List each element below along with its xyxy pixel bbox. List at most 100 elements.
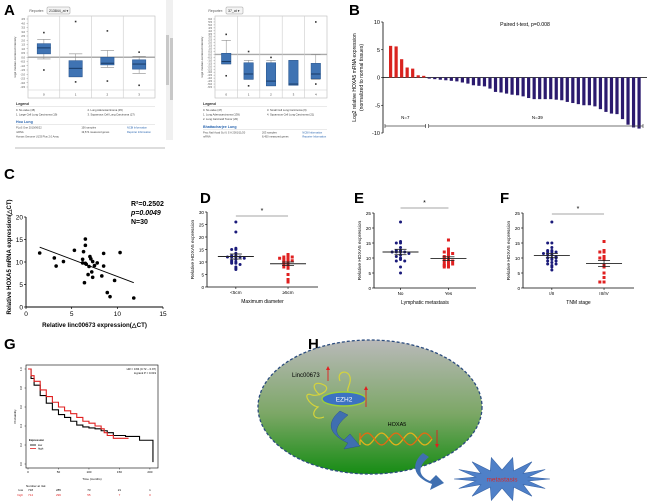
ezh2-label: EZH2	[336, 397, 353, 404]
y-tick-label: 5	[19, 282, 23, 289]
y-tick-label: 0.0	[21, 55, 25, 59]
x-tick-label: Yes	[445, 291, 453, 296]
chart-a1-oncomine-hou-lung: Reporter: 213844_at ▾4.54.03.53.02.52.01.…	[13, 0, 170, 149]
data-point	[550, 258, 554, 261]
x-tick-label: ≥5cm	[282, 290, 293, 295]
stats-annotation: N=30	[131, 219, 148, 226]
y-tick-label: 1.5	[21, 43, 25, 47]
bar-upregulated	[416, 75, 420, 78]
data-point	[550, 246, 554, 249]
y-tick-label: 10	[515, 256, 521, 261]
y-tick-label: -0.5	[21, 60, 26, 64]
x-tick-label: No	[398, 291, 404, 296]
box-iqr	[265, 62, 277, 87]
data-point	[234, 248, 238, 251]
data-point	[451, 262, 455, 266]
data-point	[230, 255, 234, 259]
box-iqr	[243, 62, 254, 80]
bar-downregulated	[455, 77, 459, 82]
reporter-select	[225, 6, 244, 15]
bar-downregulated	[549, 77, 553, 100]
x-tick-label: 10	[114, 311, 122, 318]
category-label: 0	[225, 93, 227, 97]
scatter-point	[92, 263, 97, 268]
panel-label-b: B	[349, 2, 360, 19]
y-tick-label: -1.5	[208, 61, 213, 65]
y-axis-label: Probability	[13, 409, 17, 424]
study-info-text: Human Genome U133 Plus 2.0 Array	[16, 134, 60, 138]
bar-downregulated	[532, 77, 536, 100]
box-outlier	[106, 80, 109, 82]
risk-value: 21	[118, 488, 122, 492]
box-outlier	[225, 33, 227, 36]
stats-annotation: R²=0.2502	[131, 201, 164, 208]
y-tick-label: 5	[517, 271, 520, 276]
bar-downregulated	[620, 77, 625, 120]
hoxa5-dna-strand	[359, 432, 433, 446]
y-tick-label: -5.0	[208, 82, 213, 86]
reporter-label: Reporter:	[29, 9, 44, 13]
y-tick-label: 0.8	[19, 386, 23, 390]
bar-upregulated	[394, 46, 398, 78]
y-axis-label: log2 median-centered intensity	[13, 36, 17, 77]
data-point	[598, 250, 602, 254]
hazard-ratio-annotation: HR = 0.84 (0.72 − 0.97)	[127, 367, 156, 371]
box-outlier	[138, 51, 140, 53]
study-info-text: 203 samples	[262, 130, 277, 134]
data-point	[602, 265, 606, 269]
legend-label: low	[38, 443, 43, 447]
y-tick-label: 3.5	[208, 32, 212, 36]
legend-item: 2. Lung Carcinoid Tumor (20)	[203, 117, 238, 121]
scatter-point	[112, 278, 117, 283]
y-tick-label: 15	[199, 247, 205, 252]
bar-downregulated	[466, 77, 470, 84]
data-point	[451, 259, 455, 263]
x-axis-label: TNM stage	[566, 300, 591, 306]
study-info-text: 8,450 measured genes	[262, 135, 289, 139]
data-point	[399, 265, 403, 269]
n-down-label: N=39	[532, 115, 543, 120]
data-point	[451, 252, 455, 255]
data-point	[550, 220, 554, 224]
y-tick-label: 5	[368, 271, 371, 276]
bar-upregulated	[400, 59, 404, 78]
hoxa5-label: HOXA5	[388, 422, 407, 428]
reporter-select-value: 37_at ▾	[228, 9, 240, 13]
bar-downregulated	[576, 77, 580, 105]
scatter-point	[101, 251, 106, 256]
legend-item: 3. Squamous Cell Lung Carcinoma (27)	[88, 113, 135, 117]
box-outlier	[138, 84, 140, 87]
risk-value: 1	[149, 488, 151, 492]
data-point	[550, 268, 554, 272]
study-info-text: PLoS One 2010/06/22	[16, 126, 42, 130]
data-point	[550, 250, 554, 254]
y-axis-label: Relative HOXA5 expression	[190, 219, 196, 279]
box-outlier	[270, 56, 272, 59]
y-tick-label: 0.4	[19, 424, 23, 428]
scatter-point	[54, 264, 58, 268]
y-tick-label: 0.2	[19, 443, 23, 447]
bar-downregulated	[504, 77, 509, 94]
risk-value: 55	[87, 493, 91, 497]
y-tick-label: 15	[16, 237, 24, 244]
bar-downregulated	[499, 77, 503, 93]
data-point	[446, 265, 450, 269]
significance-marker: *	[423, 200, 426, 207]
legend-label: high	[38, 447, 44, 451]
y-tick-label: -4.5	[208, 79, 213, 83]
panel-label-f: F	[500, 190, 510, 207]
bar-downregulated	[433, 77, 437, 80]
stats-annotation: p=0.0049	[130, 210, 161, 217]
panel-label-g: G	[4, 336, 16, 353]
bar-downregulated	[427, 77, 431, 79]
bar-downregulated	[593, 77, 597, 107]
km-curve-low	[28, 368, 154, 463]
data-point	[446, 247, 450, 251]
metastasis-starburst	[453, 456, 551, 502]
box-outlier	[43, 31, 45, 34]
bar-downregulated	[582, 77, 586, 106]
y-tick-label: 3.0	[21, 30, 25, 34]
x-tick-label: 150	[117, 470, 122, 474]
legend-item: 3. Small Cell Lung Carcinoma (6)	[267, 108, 307, 112]
category-label: 1	[75, 93, 77, 97]
